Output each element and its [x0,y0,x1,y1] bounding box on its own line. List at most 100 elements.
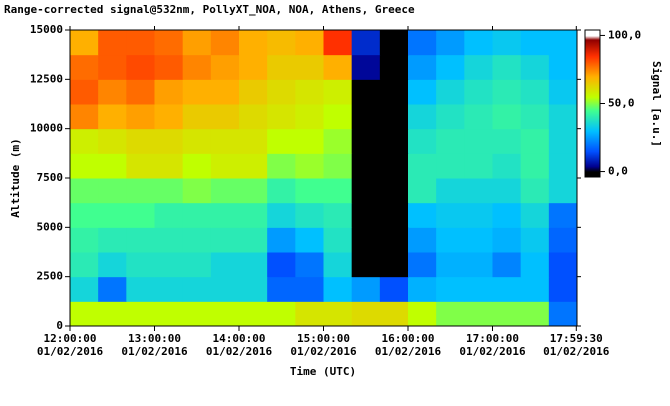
heatmap-cell [295,153,324,179]
heatmap-cell [548,104,578,130]
heatmap-cell [323,301,353,327]
heatmap-cell [126,301,155,327]
heatmap-cell [520,30,550,56]
heatmap-cell [70,252,99,278]
y-tick-label: 2500 [37,270,64,283]
heatmap-cell [492,54,522,80]
heatmap-cell [379,153,409,179]
heatmap-cell [98,79,127,105]
x-tick-label: 15:00:00 01/02/2016 [290,332,357,358]
heatmap-cell [548,202,578,228]
heatmap-cell [323,202,353,228]
heatmap-cell [154,227,184,253]
heatmap-cell [98,202,127,228]
heatmap-cell [520,153,550,179]
heatmap-cell [239,30,268,56]
y-tick-label: 7500 [37,171,64,184]
heatmap-cell [548,54,578,80]
colorbar-tick-label: 100,0 [608,28,641,41]
heatmap-cell [239,301,268,327]
colorbar-label: Signal [a.u.] [650,61,663,147]
heatmap-cell [548,276,578,302]
heatmap-cell [548,30,578,56]
heatmap-cell [267,178,296,204]
heatmap-cell [464,54,493,80]
heatmap-cell [436,227,465,253]
heatmap-cell [520,276,550,302]
heatmap-cell [295,276,324,302]
x-tick-label: 16:00:00 01/02/2016 [375,332,442,358]
heatmap-cell [210,252,240,278]
heatmap-cell [70,276,99,302]
heatmap-cell [520,79,550,105]
heatmap-cell [436,54,465,80]
heatmap-cell [436,252,465,278]
colorbar [585,30,600,178]
heatmap-cell [267,252,296,278]
heatmap-cell [267,128,296,154]
x-axis-label: Time (UTC) [290,365,356,378]
heatmap-cell [267,30,296,56]
heatmap-cell [492,104,522,130]
heatmap-cell [351,227,381,253]
heatmap-cell [267,276,296,302]
heatmap-cell [464,227,493,253]
heatmap-cell [182,128,212,154]
heatmap-cell [436,30,465,56]
heatmap-cell [351,104,381,130]
y-axis-label: Altitude (m) [9,138,22,217]
heatmap-cell [267,153,296,179]
heatmap-cell [351,54,381,80]
heatmap-cell [408,30,437,56]
heatmap-cell [154,79,184,105]
heatmap-cell [379,79,409,105]
heatmap-cell [126,30,155,56]
heatmap-cell [182,54,212,80]
heatmap-cell [267,202,296,228]
heatmap-cell [408,227,437,253]
heatmap-cell [126,153,155,179]
heatmap-cell [323,104,353,130]
heatmap-cell [379,276,409,302]
heatmap-cell [126,54,155,80]
heatmap-cell [323,252,353,278]
heatmap-cell [239,54,268,80]
heatmap-cell [210,227,240,253]
heatmap-cell [126,252,155,278]
heatmap-cell [379,301,409,327]
heatmap-cell [323,153,353,179]
heatmap-cell [436,79,465,105]
heatmap-cell [520,227,550,253]
heatmap-cell [239,153,268,179]
heatmap-cell [182,153,212,179]
heatmap-cell [548,227,578,253]
heatmap-cell [436,301,465,327]
heatmap-cell [351,301,381,327]
heatmap-cell [154,30,184,56]
heatmap-cell [379,104,409,130]
heatmap-cell [210,128,240,154]
heatmap-cell [239,104,268,130]
heatmap-cell [98,104,127,130]
heatmap-cell [154,104,184,130]
heatmap-cell [126,79,155,105]
heatmap-cell [210,54,240,80]
y-tick-label: 12500 [30,72,63,85]
heatmap-cell [351,178,381,204]
heatmap-cell [210,104,240,130]
heatmap-cell [154,153,184,179]
heatmap-cell [98,276,127,302]
heatmap [70,30,578,327]
heatmap-cell [98,30,127,56]
heatmap-cell [239,128,268,154]
heatmap-cell [98,252,127,278]
heatmap-cell [182,104,212,130]
heatmap-cell [70,30,99,56]
heatmap-cell [408,178,437,204]
heatmap-cell [239,276,268,302]
heatmap-cell [154,276,184,302]
colorbar-tick-label: 0,0 [608,165,628,178]
heatmap-cell [182,227,212,253]
heatmap-cell [548,128,578,154]
heatmap-cell [182,301,212,327]
